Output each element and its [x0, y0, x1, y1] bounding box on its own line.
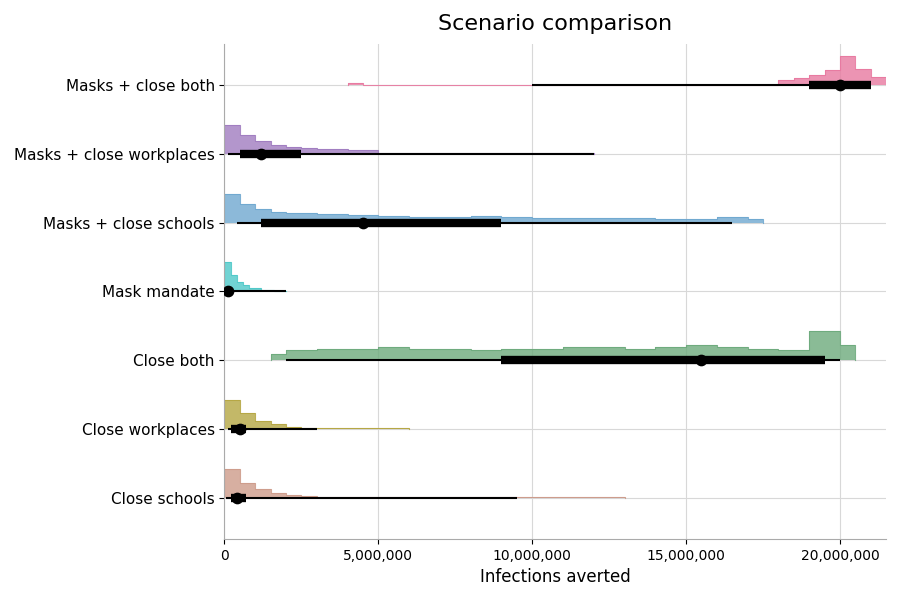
Polygon shape [224, 194, 763, 223]
Polygon shape [224, 262, 286, 292]
Polygon shape [224, 400, 410, 429]
Point [694, 355, 708, 365]
Point [220, 287, 235, 296]
Point [832, 80, 847, 90]
Polygon shape [271, 331, 855, 360]
Point [233, 424, 248, 434]
Title: Scenario comparison: Scenario comparison [438, 14, 672, 34]
Polygon shape [224, 125, 594, 154]
Point [254, 149, 268, 158]
X-axis label: Infections averted: Infections averted [480, 568, 631, 586]
Polygon shape [224, 469, 625, 497]
Point [356, 218, 370, 227]
Point [230, 493, 244, 502]
Polygon shape [347, 56, 886, 85]
